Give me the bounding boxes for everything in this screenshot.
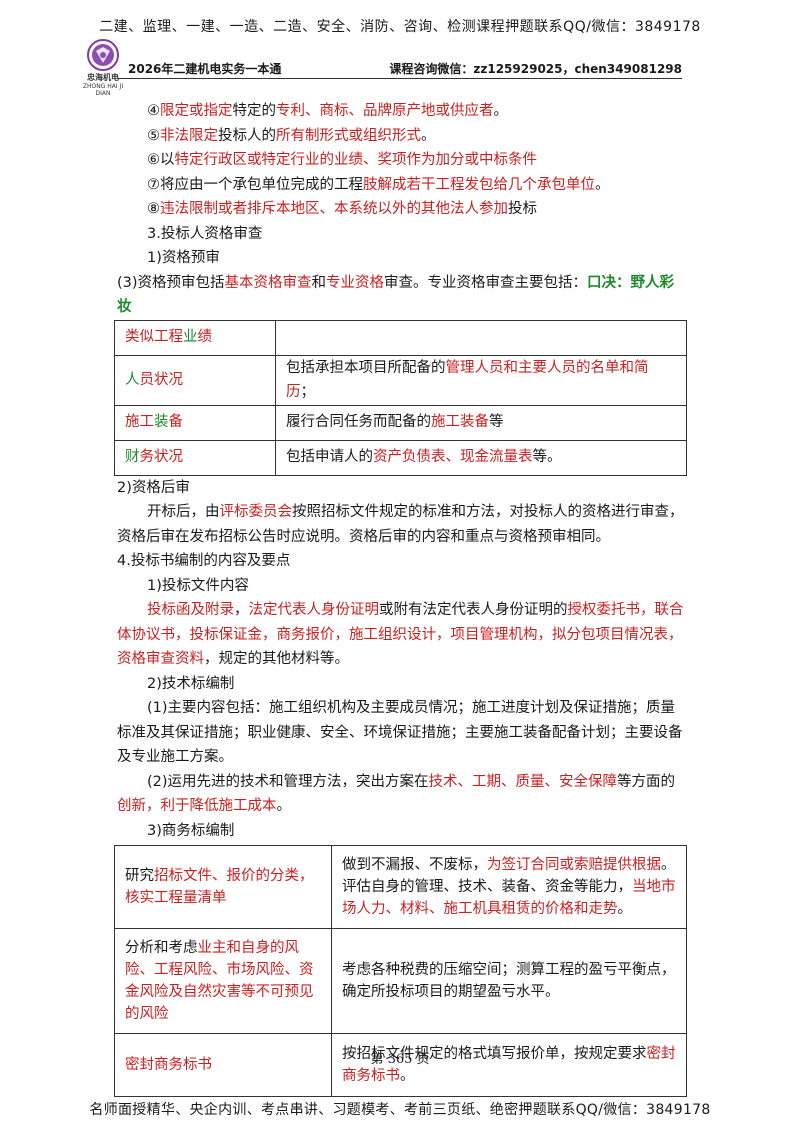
header-contact: 课程咨询微信：zz125929025，chen349081298 xyxy=(389,62,682,76)
subheading: 1)投标文件内容 xyxy=(147,577,249,594)
list-item: ⑤非法限定投标人的所有制形式或组织形式。 xyxy=(147,127,436,144)
commercial-bid-table: 研究招标文件、报价的分类，核实工程量清单 做到不漏报、不废标，为签订合同或索赔提… xyxy=(114,845,687,1097)
table-cell: 财务状况 xyxy=(114,439,276,476)
subheading: 1)资格预审 xyxy=(147,250,220,266)
paragraph: (2)运用先进的技术和管理方法，突出方案在技术、工期、质量、安全保障等方面的创新… xyxy=(117,773,676,815)
subheading: 2)资格后审 xyxy=(117,479,190,496)
list-item: ⑥以特定行政区或特定行业的业绩、奖项作为加分或中标条件 xyxy=(147,152,537,168)
table-cell: 履行合同任务而配备的施工装备等 xyxy=(275,404,687,441)
list-item: ④限定或指定特定的专利、商标、品牌原产地或供应者。 xyxy=(147,103,508,119)
table-cell: 人员状况 xyxy=(114,354,276,406)
list-item: ⑦将应由一个承包单位完成的工程肢解成若干工程发包给几个承包单位。 xyxy=(147,176,610,193)
page-number: 第 365 页 xyxy=(370,1052,430,1067)
paragraph: (3)资格预审包括基本资格审查和专业资格审查。专业资格审查主要包括：口决：野人彩… xyxy=(117,274,675,316)
subheading: 2)技术标编制 xyxy=(147,675,235,692)
logo-icon xyxy=(87,39,119,71)
section-heading: 3.投标人资格审查 xyxy=(147,225,263,242)
top-banner: 二建、监理、一建、一造、二造、安全、消防、咨询、检测课程押题联系QQ/微信：38… xyxy=(99,19,701,35)
page-content: ④限定或指定特定的专利、商标、品牌原产地或供应者。 ⑤非法限定投标人的所有制形式… xyxy=(114,99,687,1097)
table-cell: 施工装备 xyxy=(114,404,276,441)
section-heading: 4.投标书编制的内容及要点 xyxy=(117,553,291,569)
table-cell: 分析和考虑业主和自身的风险、工程风险、市场风险、资金风险及自然灾害等不可预见的风… xyxy=(114,928,332,1034)
table-cell: 研究招标文件、报价的分类，核实工程量清单 xyxy=(114,845,332,929)
header-divider xyxy=(118,78,682,79)
table-row: 人员状况 包括承担本项目所配备的管理人员和主要人员的名单和简历； xyxy=(114,354,687,406)
table-row: 类似工程业绩 xyxy=(114,319,687,356)
table-row: 施工装备 履行合同任务而配备的施工装备等 xyxy=(114,404,687,441)
table-cell: 密封商务标书 xyxy=(114,1033,332,1097)
table-cell: 按招标文件规定的格式填写报价单，按规定要求密封商务标书。 xyxy=(331,1033,687,1097)
table-row: 密封商务标书 按招标文件规定的格式填写报价单，按规定要求密封商务标书。 xyxy=(114,1033,687,1097)
list-item: ⑧违法限制或者排斥本地区、本系统以外的其他法人参加投标 xyxy=(147,201,537,217)
paragraph: (1)主要内容包括：施工组织机构及主要成员情况；施工进度计划及保证措施；质量标准… xyxy=(117,700,683,765)
table-cell: 包括承担本项目所配备的管理人员和主要人员的名单和简历； xyxy=(275,354,687,406)
paragraph: 开标后，由评标委员会按照招标文件规定的标准和方法，对投标人的资格进行审查，资格后… xyxy=(117,504,684,545)
header-title: 2026年二建机电实务一本通 xyxy=(128,62,282,76)
bottom-banner: 名师面授精华、央企内训、考点串讲、习题模考、考前三页纸、绝密押题联系QQ/微信：… xyxy=(89,1102,711,1118)
qualification-table: 类似工程业绩 人员状况 包括承担本项目所配备的管理人员和主要人员的名单和简历； … xyxy=(114,319,687,476)
table-cell: 类似工程业绩 xyxy=(114,319,276,356)
logo-text: 忠海机电 ZHONG HAI JI DIAN xyxy=(82,73,124,97)
paragraph: 投标函及附录，法定代表人身份证明或附有法定代表人身份证明的授权委托书，联合体协议… xyxy=(117,602,684,667)
table-cell xyxy=(275,319,687,356)
table-row: 分析和考虑业主和自身的风险、工程风险、市场风险、资金风险及自然灾害等不可预见的风… xyxy=(114,928,687,1034)
table-cell: 考虑各种税费的压缩空间；测算工程的盈亏平衡点，确定所投标项目的期望盈亏水平。 xyxy=(331,928,687,1034)
subheading: 3)商务标编制 xyxy=(147,822,235,839)
table-cell: 做到不漏报、不废标，为签订合同或索赔提供根据。评估自身的管理、技术、装备、资金等… xyxy=(331,845,687,929)
table-row: 财务状况 包括申请人的资产负债表、现金流量表等。 xyxy=(114,439,687,476)
table-row: 研究招标文件、报价的分类，核实工程量清单 做到不漏报、不废标，为签订合同或索赔提… xyxy=(114,845,687,929)
table-cell: 包括申请人的资产负债表、现金流量表等。 xyxy=(275,439,687,476)
